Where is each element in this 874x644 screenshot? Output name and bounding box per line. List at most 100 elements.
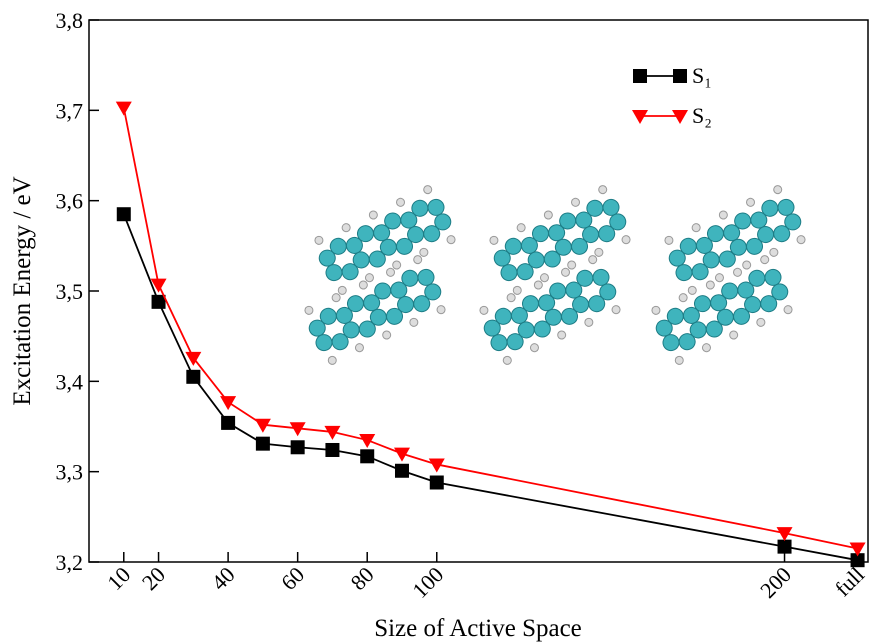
hydrogen [392, 260, 402, 270]
legend-marker [632, 110, 648, 124]
carbon [734, 212, 752, 230]
data-point [359, 434, 376, 449]
carbon [679, 237, 697, 255]
hydrogen [502, 355, 512, 365]
series-line [122, 107, 858, 550]
hydrogen [561, 267, 571, 277]
data-point [255, 436, 270, 451]
carbon [331, 333, 349, 351]
data-point [393, 447, 410, 462]
data-point [394, 463, 409, 478]
carbon [572, 296, 590, 314]
x-axis-title: Size of Active Space [374, 615, 582, 642]
hydrogen [539, 273, 549, 283]
carbon [609, 213, 627, 231]
data-point [185, 351, 202, 366]
hydrogen [533, 280, 543, 290]
hydrogen [674, 355, 684, 365]
hydrogen [718, 210, 728, 220]
carbon [504, 237, 522, 255]
carbon [517, 321, 535, 339]
hydrogen [687, 285, 697, 295]
hydrogen [327, 355, 337, 365]
legend-marker [673, 69, 687, 83]
legend-label: S₁ [692, 63, 712, 88]
carbon [666, 307, 684, 325]
data-point [220, 396, 237, 411]
hydrogen [714, 273, 724, 283]
carbon [369, 308, 387, 326]
carbon [599, 283, 617, 301]
carbon [401, 269, 419, 287]
carbon [702, 251, 720, 269]
x-tick-label: 100 [407, 562, 448, 603]
legend-label: S₂ [692, 103, 712, 128]
hydrogen [664, 235, 674, 245]
hydrogen [691, 223, 701, 233]
hydrogen [598, 185, 608, 195]
molecule [304, 255, 446, 365]
y-tick-label: 3,6 [56, 189, 84, 214]
carbon [718, 250, 736, 268]
hydrogen [756, 317, 766, 327]
hydrogen [489, 235, 499, 245]
data-point [115, 101, 132, 116]
hydrogen [733, 267, 743, 277]
x-tick-label: 20 [137, 562, 170, 595]
hydrogen [529, 343, 539, 353]
data-point [325, 442, 340, 457]
carbon [744, 296, 762, 314]
data-point [151, 294, 166, 309]
carbon [342, 321, 360, 339]
carbon [543, 250, 561, 268]
carbon [374, 282, 392, 300]
carbon [678, 333, 696, 351]
carbon [315, 334, 333, 352]
hydrogen [783, 305, 793, 315]
carbon [559, 212, 577, 230]
hydrogen [678, 293, 688, 303]
carbon [706, 225, 724, 243]
data-point [221, 415, 236, 430]
carbon [549, 282, 567, 300]
y-tick-label: 3,8 [56, 8, 84, 33]
carbon [531, 225, 549, 243]
hydrogen [304, 305, 314, 315]
carbon [748, 269, 766, 287]
hydrogen [314, 235, 324, 245]
molecule [651, 255, 793, 365]
data-point [777, 539, 792, 554]
hydrogen [557, 330, 567, 340]
data-point [850, 553, 865, 568]
carbon [494, 307, 512, 325]
data-point [186, 369, 201, 384]
hydrogen [341, 223, 351, 233]
hydrogen [594, 247, 604, 257]
molecule [489, 185, 631, 295]
carbon [586, 199, 604, 217]
hydrogen [746, 197, 756, 207]
molecule [314, 185, 456, 295]
carbon [554, 238, 572, 256]
carbon [407, 226, 425, 244]
data-point [428, 458, 445, 473]
hydrogen [651, 305, 661, 315]
carbon [571, 237, 589, 255]
molecule [479, 255, 621, 365]
x-tick-label: 60 [276, 562, 309, 595]
carbon [386, 307, 404, 325]
carbon [379, 238, 397, 256]
y-tick-label: 3,3 [56, 460, 84, 485]
hydrogen [413, 255, 423, 265]
legend-marker [633, 69, 647, 83]
carbon [588, 295, 606, 313]
data-point [429, 475, 444, 490]
hydrogen [409, 317, 419, 327]
hydrogen [331, 293, 341, 303]
hydrogen [337, 285, 347, 295]
x-tick-label: 200 [755, 562, 796, 603]
carbon [733, 307, 751, 325]
carbon [352, 251, 370, 269]
hydrogen [386, 267, 396, 277]
